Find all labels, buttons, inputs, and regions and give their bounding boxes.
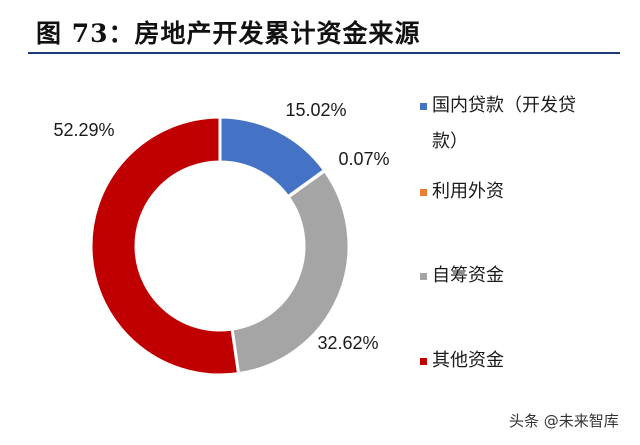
legend-swatch [420, 103, 427, 110]
legend-label: 其他资金 [432, 350, 504, 371]
legend-swatch [420, 189, 427, 196]
slice-3 [230, 168, 351, 376]
data-label-1: 15.02% [285, 100, 346, 120]
slice-4 [89, 115, 241, 377]
legend-swatch [420, 358, 427, 365]
legend-swatch [420, 273, 427, 280]
data-label-3: 32.62% [317, 333, 378, 353]
legend-label: 自筹资金 [432, 265, 504, 286]
data-label-4: 52.29% [53, 120, 114, 140]
title-bar: 图 73：房地产开发累计资金来源 [28, 8, 620, 54]
legend-label: 利用外资 [432, 181, 504, 202]
watermark: 头条 @未来智库 [509, 412, 619, 430]
data-label-2: 0.07% [338, 149, 389, 169]
chart-title: 图 73：房地产开发累计资金来源 [36, 19, 421, 48]
legend-label: 国内贷款（开发贷 [432, 95, 576, 116]
legend-label: 款） [432, 131, 468, 152]
